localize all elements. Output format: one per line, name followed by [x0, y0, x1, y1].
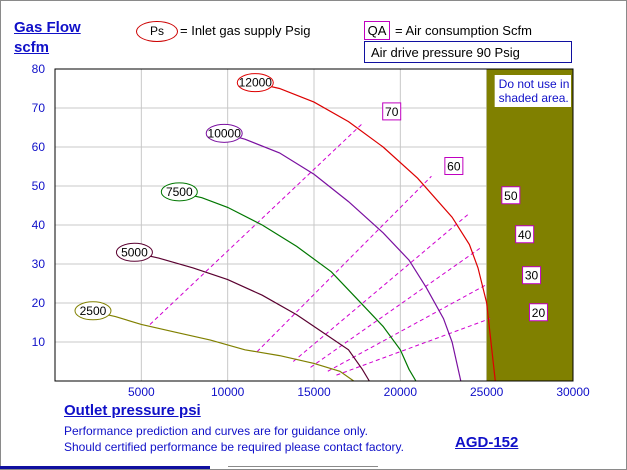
- air-drive-pressure-box: Air drive pressure 90 Psig: [364, 41, 572, 63]
- y-tick-label: 70: [32, 101, 46, 115]
- qa-legend-symbol: QA: [364, 21, 390, 40]
- x-tick-label: 10000: [211, 385, 245, 399]
- qa-label-20: 20: [532, 306, 546, 320]
- shaded-area: [486, 69, 573, 381]
- qa-label-box-70: [382, 102, 402, 121]
- shaded-note-line2: shaded area.: [499, 91, 569, 105]
- ps-label-10000: 10000: [208, 126, 242, 140]
- ps-label-oval-7500: [160, 182, 198, 202]
- footnote-line2: Should certified performance be required…: [64, 440, 404, 454]
- x-tick-label: 20000: [384, 385, 418, 399]
- footnote-line1: Performance prediction and curves are fo…: [64, 424, 368, 438]
- y-tick-label: 30: [32, 257, 46, 271]
- ps-label-oval-2500: [74, 301, 112, 321]
- y-tick-label: 60: [32, 140, 46, 154]
- ps-label-7500: 7500: [166, 185, 193, 199]
- qa-line-70: [149, 123, 363, 325]
- ps-legend-text: = Inlet gas supply Psig: [180, 23, 311, 38]
- qa-label-box-60: [444, 157, 464, 175]
- shaded-note-box: [494, 75, 571, 107]
- air-consumption-lines: 70 60 50 40 30 20: [149, 102, 548, 376]
- qa-label-box-20: [528, 303, 548, 322]
- x-tick-label: 5000: [128, 385, 155, 399]
- qa-label-70: 70: [385, 105, 399, 119]
- qa-line-50: [292, 212, 470, 362]
- qa-label-50: 50: [504, 189, 518, 203]
- y-tick-label: 50: [32, 179, 46, 193]
- flow-curves: 12000 10000 7500 5000 2500: [74, 73, 496, 382]
- x-tick-label: 30000: [556, 385, 590, 399]
- x-tick-label: 15000: [297, 385, 331, 399]
- qa-line-60: [256, 175, 432, 353]
- y-tick-label: 10: [32, 335, 46, 349]
- y-tick-label: 80: [32, 62, 46, 76]
- qa-legend-text: = Air consumption Scfm: [395, 23, 532, 38]
- x-axis-label: Outlet pressure psi: [64, 402, 201, 419]
- ps-label-oval-10000: [205, 123, 243, 143]
- shaded-note-line1: Do not use in: [499, 77, 570, 91]
- model-number: AGD-152: [455, 434, 519, 451]
- x-tick-label: 25000: [470, 385, 504, 399]
- y-tick-label: 20: [32, 296, 46, 310]
- plot-border: [54, 68, 574, 382]
- ps-label-oval-12000: [236, 73, 274, 93]
- qa-label-60: 60: [447, 160, 461, 174]
- qa-label-40: 40: [518, 228, 532, 242]
- qa-line-20: [336, 318, 491, 376]
- axis-ticks: 5000 10000 15000 20000 25000 30000 10 20 30 40 50 6…: [32, 62, 590, 399]
- qa-label-box-30: [522, 266, 542, 285]
- qa-line-30: [327, 285, 486, 372]
- qa-label-30: 30: [525, 269, 539, 283]
- curve-7500: [175, 191, 417, 382]
- status-box: [228, 466, 378, 470]
- y-axis-label: Gas Flow: [14, 19, 81, 36]
- curve-2500: [89, 310, 355, 382]
- ps-legend-symbol: Ps: [136, 21, 178, 42]
- ps-label-2500: 2500: [80, 304, 107, 318]
- qa-label-box-40: [515, 225, 535, 244]
- y-axis-unit: scfm: [14, 39, 50, 56]
- ps-label-5000: 5000: [121, 245, 148, 259]
- curve-12000: [253, 82, 496, 382]
- y-tick-label: 40: [32, 218, 46, 232]
- ps-label-12000: 12000: [239, 76, 273, 90]
- curve-10000: [224, 132, 462, 382]
- ps-label-oval-5000: [115, 242, 153, 262]
- qa-label-box-50: [501, 186, 521, 205]
- curve-5000: [132, 251, 370, 382]
- status-bar: [0, 466, 210, 469]
